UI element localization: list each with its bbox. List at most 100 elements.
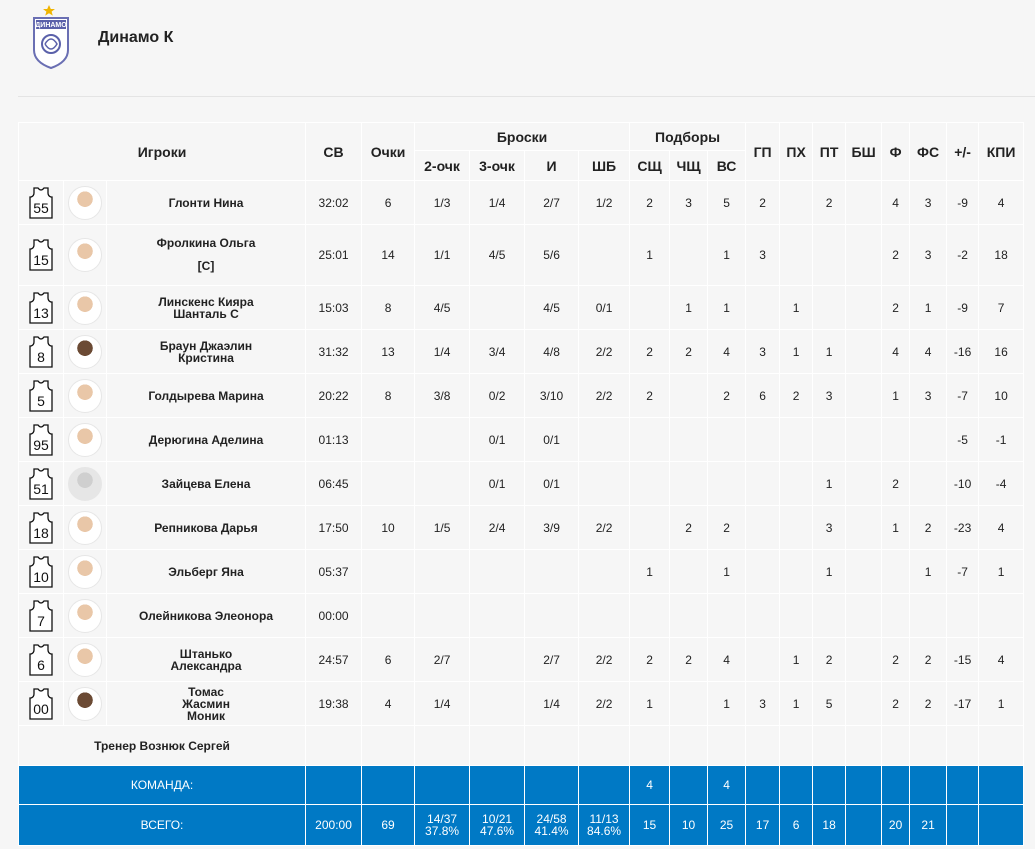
player-row[interactable]: 5 Голдырева Марина 20:22 8 3/8 0/2 3/10 2/2 2 2 6 2… [18, 373, 1025, 418]
header-points[interactable]: Очки [361, 122, 416, 181]
player-name[interactable]: Зайцева Елена [161, 476, 251, 491]
player-name[interactable]: Олейникова Элеонора [139, 608, 274, 623]
stat-pm: -5 [946, 417, 980, 462]
header-three[interactable]: 3-очк [469, 150, 526, 181]
player-row[interactable]: 13 Линскенс Кияра Шанталь С 15:03 8 4/5 4/5 0/… [18, 285, 1025, 330]
total-kpi [978, 804, 1025, 846]
stat-or: 1 [629, 549, 671, 594]
avatar-cell [63, 637, 107, 682]
player-name[interactable]: Глонти Нина [168, 195, 244, 210]
stat-ft [578, 593, 631, 638]
player-row[interactable]: 7 Олейникова Элеонора 00:00 [18, 593, 1025, 638]
player-row[interactable]: 6 Штанько Александра 24:57 6 2/7 2/7 2/2 2 2 4 1 2 2… [18, 637, 1025, 682]
jersey-cell: 15 [18, 224, 64, 286]
team-row: КОМАНДА: 4 4 [17, 765, 1025, 805]
stat-kpi: -1 [978, 417, 1025, 462]
stat-pm: -23 [946, 505, 980, 550]
header-chsh[interactable]: ЧЩ [669, 150, 709, 181]
stat-dr: 2 [669, 329, 709, 374]
stat-as: 3 [745, 224, 781, 286]
stat-tr [707, 593, 747, 638]
player-avatar[interactable] [68, 510, 102, 545]
player-avatar[interactable] [68, 466, 102, 501]
player-avatar[interactable] [68, 422, 102, 457]
stat-fd [909, 461, 948, 506]
player-avatar[interactable] [68, 334, 102, 369]
total-ft: 11/13 84.6% [578, 804, 631, 846]
header-f[interactable]: Ф [881, 122, 911, 181]
stat-to: 1 [812, 329, 847, 374]
stat-pm: -10 [946, 461, 980, 506]
player-avatar[interactable] [68, 554, 102, 589]
player-name[interactable]: Штанько Александра [170, 646, 242, 673]
player-avatar[interactable] [68, 598, 102, 633]
player-name[interactable]: Голдырева Марина [148, 388, 264, 403]
header-vs[interactable]: ВС [707, 150, 747, 181]
stat-to: 5 [812, 681, 847, 726]
player-row[interactable]: 55 Глонти Нина 32:02 6 1/3 1/4 2/7 1/2 2 3 5 2 2 4 3 -9… [18, 180, 1025, 225]
stat-as [745, 417, 781, 462]
header-two[interactable]: 2-очк [414, 150, 471, 181]
total-row: ВСЕГО: 200:00 69 14/37 37.8% 10/21 47.6% 2… [17, 804, 1025, 846]
total-three-made: 10/21 [482, 812, 513, 826]
player-row[interactable]: 15 Фролкина Ольга [С] 25:01 14 1/1 4/5 5/6 1 1 3 2 3… [18, 224, 1025, 286]
avatar-cell [63, 461, 107, 506]
stat-sv: 17:50 [305, 505, 363, 550]
header-gp[interactable]: ГП [745, 122, 781, 181]
header-kpi[interactable]: КПИ [978, 122, 1025, 181]
header-players[interactable]: Игроки [17, 122, 307, 181]
svg-text:ДИНАМО: ДИНАМО [35, 22, 67, 29]
player-name[interactable]: Эльберг Яна [168, 564, 244, 579]
player-name[interactable]: Линскенс Кияра Шанталь С [158, 294, 254, 321]
player-avatar[interactable] [68, 238, 102, 272]
stat-three [469, 593, 526, 638]
player-name[interactable]: Браун Джаэлин Кристина [159, 338, 253, 365]
stat-sv: 05:37 [305, 549, 363, 594]
player-avatar[interactable] [68, 378, 102, 413]
header-bsh[interactable]: БШ [845, 122, 883, 181]
stat-st [779, 549, 814, 594]
header-ph[interactable]: ПХ [779, 122, 814, 181]
player-name[interactable]: Репникова Дарья [154, 520, 258, 535]
header-fs[interactable]: ФС [909, 122, 948, 181]
jersey-icon: 5 [29, 379, 53, 412]
player-name[interactable]: Фролкина Ольга [156, 236, 256, 250]
header-ssh[interactable]: СЩ [629, 150, 671, 181]
player-avatar[interactable] [68, 290, 102, 325]
header-plus-minus[interactable]: +/- [946, 122, 980, 181]
total-fd: 21 [909, 804, 948, 846]
header-sv[interactable]: СВ [305, 122, 363, 181]
team-logo-icon: ДИНАМО [33, 5, 69, 70]
player-row[interactable]: 18 Репникова Дарья 17:50 10 1/5 2/4 3/9 2/2 2 2 3 1… [18, 505, 1025, 550]
player-name[interactable]: Томас Жасмин Моник [182, 684, 230, 723]
stat-two: 1/4 [414, 329, 471, 374]
player-name-cell: Линскенс Кияра Шанталь С [105, 285, 307, 330]
jersey-number: 18 [33, 525, 49, 541]
stat-pm: -16 [946, 329, 980, 374]
player-avatar[interactable] [68, 642, 102, 677]
header-i[interactable]: И [524, 150, 580, 181]
stat-three [469, 681, 526, 726]
stat-sv: 19:38 [305, 681, 363, 726]
stat-two: 4/5 [414, 285, 471, 330]
header-pt[interactable]: ПТ [812, 122, 847, 181]
header-shb[interactable]: ШБ [578, 150, 631, 181]
stat-pts: 13 [361, 329, 416, 374]
player-name[interactable]: Дерюгина Аделина [148, 432, 264, 447]
total-three-pct: 47.6% [480, 824, 515, 838]
stat-dr [669, 373, 709, 418]
player-avatar[interactable] [68, 686, 102, 721]
jersey-icon: 8 [29, 335, 53, 368]
player-name-cell: Штанько Александра [105, 637, 307, 682]
player-row[interactable]: 51 Зайцева Елена 06:45 0/1 0/1 1 2 -10 -4 [18, 461, 1025, 506]
player-avatar[interactable] [68, 185, 102, 220]
stat-pf: 4 [881, 180, 911, 225]
stat-st: 1 [779, 285, 814, 330]
player-row[interactable]: 8 Браун Джаэлин Кристина 31:32 13 1/4 3/4 4/8 2… [18, 329, 1025, 374]
stat-ft [578, 549, 631, 594]
stat-pf [881, 593, 911, 638]
player-row[interactable]: 00 Томас Жасмин Моник 19:38 4 1/4 1/4 2/2 1 1 3 1 5… [18, 681, 1025, 726]
player-row[interactable]: 95 Дерюгина Аделина 01:13 0/1 0/1 -5 -1 [18, 417, 1025, 462]
stat-two: 1/5 [414, 505, 471, 550]
player-row[interactable]: 10 Эльберг Яна 05:37 1 1 1 1 -7 1 [18, 549, 1025, 594]
